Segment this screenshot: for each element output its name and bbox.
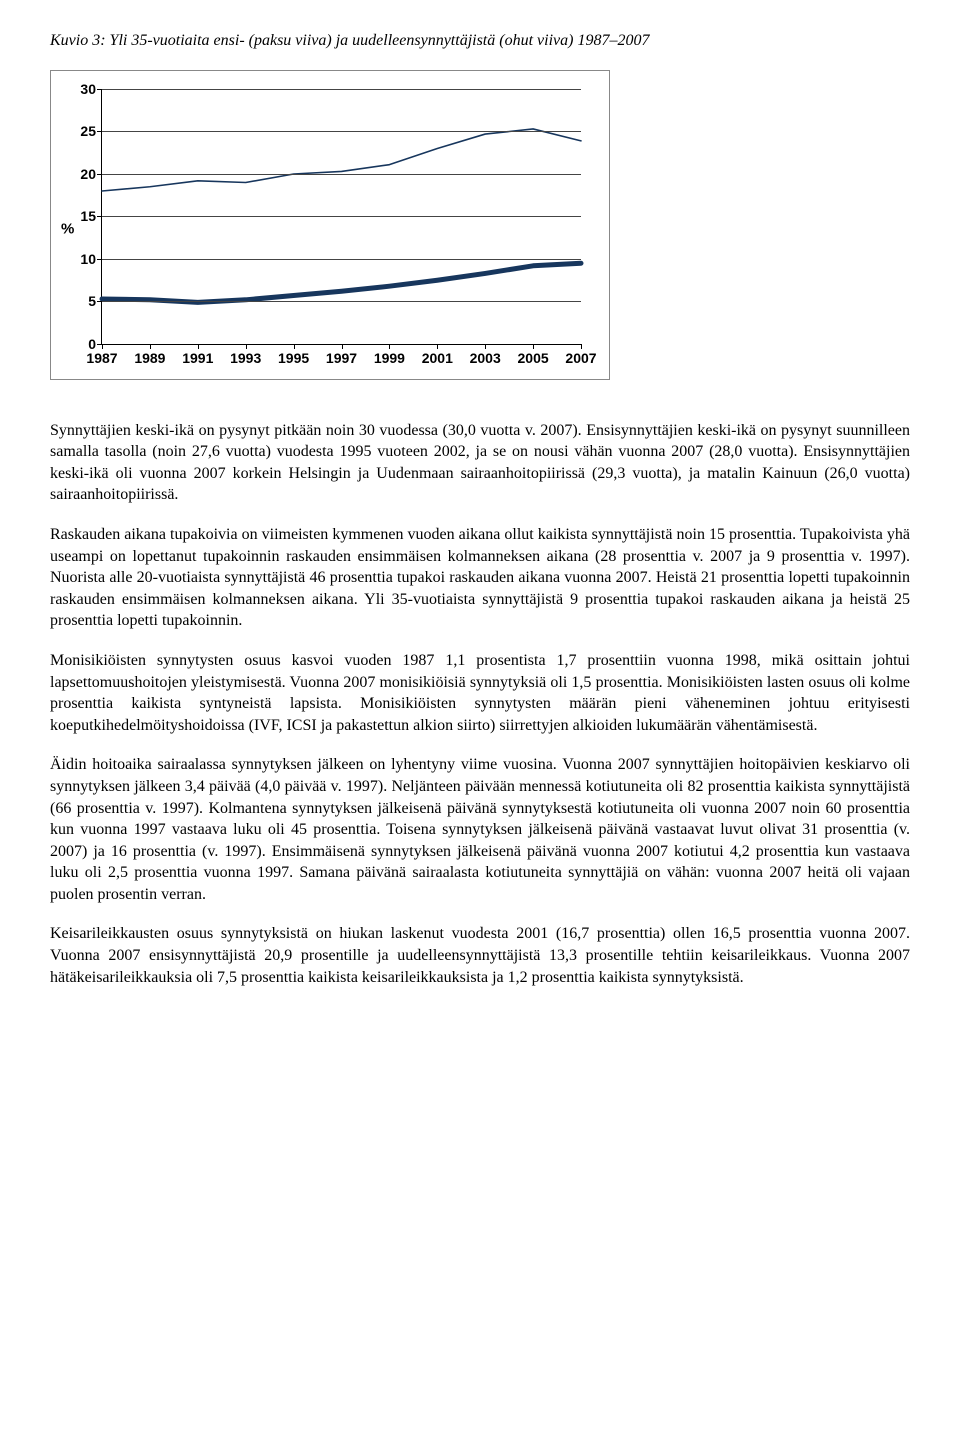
x-tick-label: 1999	[374, 350, 405, 366]
x-tick-mark	[246, 344, 247, 349]
x-tick-label: 1997	[326, 350, 357, 366]
paragraph-3: Monisikiöisten synnytysten osuus kasvoi …	[50, 650, 910, 736]
x-tick-mark	[150, 344, 151, 349]
x-tick-label: 1991	[182, 350, 213, 366]
series-line	[102, 263, 581, 302]
y-tick-label: 5	[68, 293, 96, 309]
y-tick-label: 10	[68, 251, 96, 267]
chart-inner: % 05101520253019871989199119931995199719…	[101, 89, 581, 369]
y-tick-label: 25	[68, 123, 96, 139]
grid-line	[102, 131, 581, 132]
paragraph-2: Raskauden aikana tupakoivia on viimeiste…	[50, 524, 910, 632]
y-tick-mark	[97, 259, 102, 260]
series-line	[102, 129, 581, 191]
x-tick-mark	[294, 344, 295, 349]
x-tick-mark	[102, 344, 103, 349]
x-tick-label: 2007	[565, 350, 596, 366]
y-tick-label: 15	[68, 208, 96, 224]
grid-line	[102, 89, 581, 90]
paragraph-4: Äidin hoitoaika sairaalassa synnytyksen …	[50, 754, 910, 905]
y-tick-mark	[97, 89, 102, 90]
y-tick-mark	[97, 174, 102, 175]
x-tick-label: 1993	[230, 350, 261, 366]
paragraph-5: Keisarileikkausten osuus synnytyksistä o…	[50, 923, 910, 988]
x-tick-label: 1995	[278, 350, 309, 366]
paragraph-1: Synnyttäjien keski-ikä on pysynyt pitkää…	[50, 420, 910, 506]
x-tick-mark	[485, 344, 486, 349]
plot-area: 0510152025301987198919911993199519971999…	[101, 89, 581, 345]
y-tick-mark	[97, 131, 102, 132]
y-tick-mark	[97, 301, 102, 302]
x-tick-mark	[342, 344, 343, 349]
x-tick-label: 2003	[470, 350, 501, 366]
x-tick-label: 1989	[134, 350, 165, 366]
y-tick-mark	[97, 216, 102, 217]
grid-line	[102, 259, 581, 260]
figure-title: Kuvio 3: Yli 35-vuotiaita ensi- (paksu v…	[50, 30, 910, 52]
x-tick-mark	[581, 344, 582, 349]
y-tick-label: 30	[68, 81, 96, 97]
grid-line	[102, 174, 581, 175]
x-tick-mark	[533, 344, 534, 349]
x-tick-mark	[198, 344, 199, 349]
x-tick-mark	[437, 344, 438, 349]
x-tick-mark	[389, 344, 390, 349]
x-tick-label: 1987	[86, 350, 117, 366]
x-tick-label: 2005	[518, 350, 549, 366]
grid-line	[102, 216, 581, 217]
chart-container: % 05101520253019871989199119931995199719…	[50, 70, 610, 380]
y-tick-label: 20	[68, 166, 96, 182]
grid-line	[102, 301, 581, 302]
x-tick-label: 2001	[422, 350, 453, 366]
